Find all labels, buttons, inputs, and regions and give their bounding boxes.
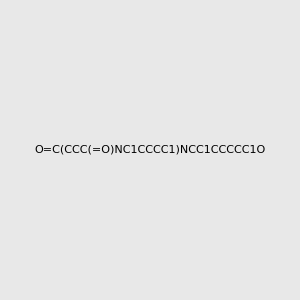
- Text: O=C(CCC(=O)NC1CCCC1)NCC1CCCCC1O: O=C(CCC(=O)NC1CCCC1)NCC1CCCCC1O: [34, 145, 266, 155]
